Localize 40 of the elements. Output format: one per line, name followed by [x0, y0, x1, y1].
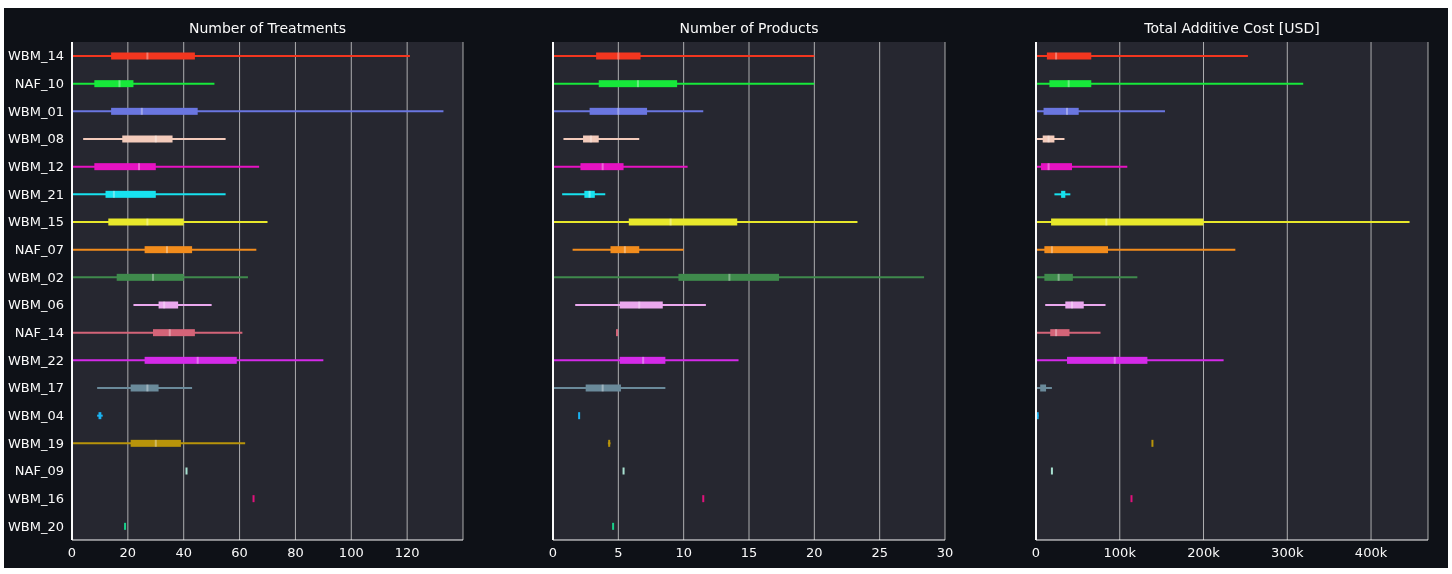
- y-tick-label: WBM_04: [7, 408, 64, 424]
- y-tick-label: NAF_09: [14, 463, 64, 479]
- chart-title: Total Additive Cost [USD]: [1143, 20, 1321, 36]
- chart-title: Number of Treatments: [187, 20, 348, 36]
- x-tick-label: 200k: [1187, 545, 1221, 561]
- y-tick-label: WBM_17: [7, 380, 64, 396]
- y-tick-label: NAF_10: [14, 76, 64, 92]
- y-tick-label: WBM_16: [7, 491, 64, 507]
- x-tick-label: 15: [740, 545, 758, 561]
- x-tick-label: 100: [338, 545, 364, 561]
- y-tick-label: WBM_22: [7, 352, 64, 368]
- y-tick-label: NAF_14: [14, 325, 64, 341]
- x-tick-label: 0: [1031, 545, 1041, 561]
- y-tick-label: NAF_07: [14, 242, 64, 258]
- x-tick-label: 100k: [1103, 545, 1137, 561]
- x-tick-label: 5: [614, 545, 623, 561]
- x-tick-label: 0: [67, 545, 77, 561]
- y-tick-label: WBM_06: [7, 297, 64, 313]
- x-tick-label: 120: [394, 545, 420, 561]
- y-tick-label: WBM_02: [7, 269, 64, 285]
- y-tick-label: WBM_21: [7, 186, 64, 202]
- y-tick-label: WBM_12: [7, 159, 64, 175]
- x-tick-label: 10: [675, 545, 692, 561]
- x-tick-label: 0: [548, 545, 558, 561]
- x-tick-label: 20: [119, 545, 137, 561]
- y-tick-label: WBM_01: [7, 103, 64, 119]
- y-tick-label: WBM_08: [7, 131, 64, 147]
- y-tick-label: WBM_19: [7, 435, 64, 451]
- x-tick-label: 300k: [1271, 545, 1304, 561]
- x-tick-label: 400k: [1354, 545, 1388, 561]
- x-tick-label: 40: [175, 545, 192, 561]
- y-tick-label: WBM_15: [7, 214, 64, 230]
- y-tick-label: WBM_14: [7, 48, 64, 64]
- x-tick-label: 20: [806, 545, 823, 561]
- x-tick-label: 30: [936, 545, 954, 561]
- y-tick-label: WBM_20: [7, 518, 64, 534]
- chart-title: Number of Products: [678, 20, 820, 36]
- x-tick-label: 60: [231, 545, 248, 561]
- x-tick-label: 80: [287, 545, 304, 561]
- x-tick-label: 25: [871, 545, 888, 561]
